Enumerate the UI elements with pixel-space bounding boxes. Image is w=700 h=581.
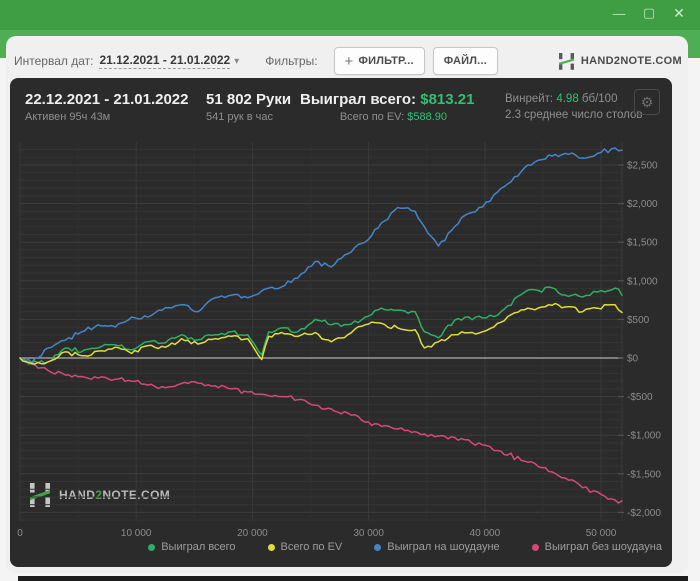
chart-legend: Выиграл всего Всего по EV Выиграл на шоу… bbox=[10, 541, 662, 553]
legend-label: Всего по EV bbox=[280, 541, 343, 553]
hand2note-logo-icon bbox=[558, 52, 574, 70]
background-window-edge bbox=[18, 576, 688, 581]
hand2note-logo: HAND2NOTE.COM bbox=[558, 52, 682, 70]
legend-label: Выиграл без шоудауна bbox=[544, 541, 662, 553]
filter-add-button-label: ФИЛЬТР... bbox=[358, 55, 414, 67]
caret-down-icon[interactable]: ▾ bbox=[234, 55, 240, 67]
watermark-logo-icon bbox=[30, 483, 50, 507]
window-controls: — ▢ ✕ bbox=[608, 2, 690, 24]
y-axis-tick-label: -$2,000 bbox=[627, 508, 661, 519]
legend-label: Выиграл всего bbox=[161, 541, 236, 553]
x-axis-tick-label: 30 000 bbox=[353, 528, 384, 539]
y-axis-tick-label: -$1,500 bbox=[627, 469, 661, 480]
legend-dot-icon bbox=[267, 543, 275, 551]
filter-add-button[interactable]: + ФИЛЬТР... bbox=[333, 47, 425, 75]
file-button-label: ФАЙЛ... bbox=[443, 55, 487, 67]
date-interval-dropdown[interactable]: 21.12.2021 - 21.01.2022 bbox=[99, 53, 231, 69]
legend-dot-icon bbox=[148, 543, 156, 551]
stats-panel: 22.12.2021 - 21.01.2022 Активен 95ч 43м … bbox=[10, 78, 672, 567]
x-axis-tick-label: 40 000 bbox=[470, 528, 501, 539]
legend-item-showdown[interactable]: Выиграл на шоудауне bbox=[374, 541, 500, 553]
date-range-title: 22.12.2021 - 21.01.2022 bbox=[25, 91, 189, 108]
series-line-0 bbox=[19, 286, 623, 365]
x-axis-tick-label: 0 bbox=[17, 528, 23, 539]
winrate-units: бб/100 bbox=[581, 93, 618, 105]
legend-dot-icon bbox=[531, 543, 539, 551]
plus-icon: + bbox=[344, 52, 354, 70]
ev-total-label: Всего по EV: bbox=[339, 111, 405, 123]
y-axis-tick-label: -$500 bbox=[627, 392, 653, 403]
equity-chart: $2,500 $2,000 $1,500 $1,000 $500 $0 -$500 -$1,0… bbox=[17, 142, 661, 539]
won-total-value: $813.21 bbox=[420, 91, 475, 108]
legend-item-won-total[interactable]: Выиграл всего bbox=[148, 541, 236, 553]
legend-item-non-showdown[interactable]: Выиграл без шоудауна bbox=[531, 541, 662, 553]
settings-gear-button[interactable]: ⚙ bbox=[634, 89, 660, 115]
stats-header-dates: 22.12.2021 - 21.01.2022 Активен 95ч 43м bbox=[25, 91, 188, 123]
filters-label: Фильтры: bbox=[265, 54, 318, 68]
y-axis-tick-label: $2,500 bbox=[627, 161, 658, 172]
winrate-label: Винрейт: bbox=[505, 93, 554, 105]
close-button[interactable]: ✕ bbox=[673, 4, 685, 21]
title-bar: — ▢ ✕ bbox=[0, 0, 700, 30]
y-axis-tick-label: $1,000 bbox=[627, 276, 658, 287]
hands-per-hour: 541 рук в час bbox=[206, 111, 274, 123]
x-axis-tick-label: 50 000 bbox=[586, 528, 617, 539]
y-axis-tick-label: $1,500 bbox=[627, 238, 658, 249]
y-axis-tick-label: $2,000 bbox=[627, 199, 658, 210]
won-total-label: Выиграл всего: bbox=[300, 91, 417, 108]
y-axis-tick-label: $0 bbox=[627, 354, 639, 365]
file-button[interactable]: ФАЙЛ... bbox=[432, 47, 498, 75]
gear-icon: ⚙ bbox=[640, 93, 654, 110]
ev-total-value: $588.90 bbox=[407, 111, 447, 123]
series-line-1 bbox=[19, 302, 623, 365]
series-line-2 bbox=[19, 147, 623, 364]
legend-label: Выиграл на шоудауне bbox=[387, 541, 500, 553]
legend-dot-icon bbox=[374, 543, 382, 551]
hands-count: 51 802 Руки bbox=[206, 91, 292, 108]
date-interval-label: Интервал дат: bbox=[14, 54, 94, 68]
toolbar: Интервал дат: 21.12.2021 - 21.01.2022 ▾ … bbox=[14, 46, 686, 76]
active-time: Активен 95ч 43м bbox=[25, 111, 111, 123]
stats-header-won: Выиграл всего: $813.21 Всего по EV: $588… bbox=[300, 91, 474, 123]
minimize-button[interactable]: — bbox=[612, 5, 626, 21]
maximize-button[interactable]: ▢ bbox=[642, 5, 656, 20]
avg-tables: 2.3 среднее число столов bbox=[505, 109, 643, 121]
legend-item-ev-total[interactable]: Всего по EV bbox=[267, 541, 343, 553]
hand2note-brand-text: HAND2NOTE.COM bbox=[580, 55, 682, 67]
y-axis-tick-label: -$1,000 bbox=[627, 431, 661, 442]
x-axis-tick-label: 10 000 bbox=[121, 528, 152, 539]
series-line-3 bbox=[19, 357, 623, 504]
stats-header-winrate: Винрейт: 4.98 бб/100 2.3 среднее число с… bbox=[505, 93, 643, 121]
winrate-value: 4.98 bbox=[556, 93, 579, 105]
y-axis-tick-label: $500 bbox=[627, 315, 650, 326]
x-axis-tick-label: 20 000 bbox=[237, 528, 268, 539]
stats-header-hands: 51 802 Руки 541 рук в час bbox=[206, 91, 291, 123]
